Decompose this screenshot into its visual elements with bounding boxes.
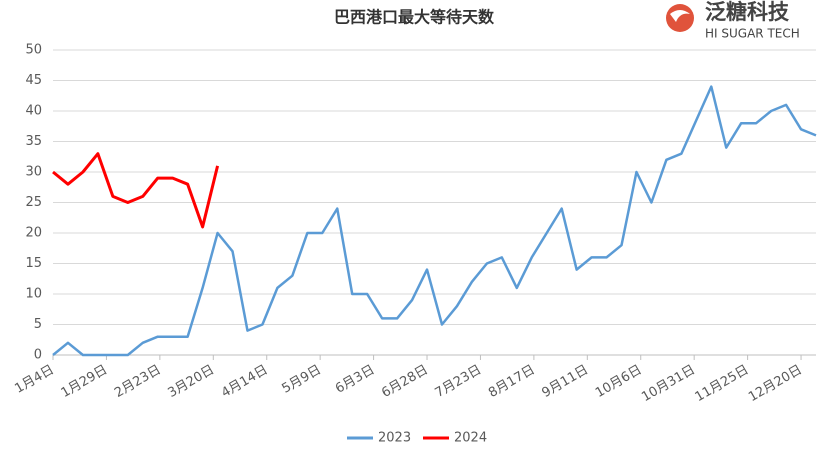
x-tick-label: 7月23日 xyxy=(433,363,485,401)
line-series xyxy=(52,85,817,357)
x-tick-label: 11月25日 xyxy=(693,363,752,406)
y-tick-label: 25 xyxy=(25,195,42,210)
logo: 泛糖科技 HI SUGAR TECH xyxy=(666,0,800,41)
x-tick-label: 8月17日 xyxy=(486,363,538,401)
y-tick-label: 35 xyxy=(25,134,42,149)
logo-icon xyxy=(666,4,694,32)
x-tick-label: 9月11日 xyxy=(540,363,592,401)
x-tick-label: 2月23日 xyxy=(112,363,164,401)
logo-name: 泛糖科技 xyxy=(705,0,790,24)
x-tick-label: 10月31日 xyxy=(639,363,698,406)
x-tick-label: 12月20日 xyxy=(746,363,805,406)
y-tick-label: 5 xyxy=(34,317,42,332)
y-tick-label: 15 xyxy=(25,256,42,271)
legend-label: 2023 xyxy=(378,431,411,446)
x-tick-label: 6月3日 xyxy=(333,363,377,397)
chart-title: 巴西港口最大等待天数 xyxy=(334,8,495,27)
x-tick-label: 1月4日 xyxy=(12,363,56,397)
x-tick-label: 1月29日 xyxy=(59,363,111,401)
line-series xyxy=(52,152,220,229)
y-tick-label: 30 xyxy=(25,165,42,180)
x-tick-label: 4月14日 xyxy=(219,363,271,401)
logo-subtitle: HI SUGAR TECH xyxy=(705,27,800,41)
x-tick-label: 10月6日 xyxy=(593,363,645,401)
y-tick-label: 50 xyxy=(25,43,42,58)
y-tick-label: 20 xyxy=(25,226,42,241)
legend-label: 2024 xyxy=(454,431,487,446)
x-tick-label: 6月28日 xyxy=(379,363,431,401)
x-tick-label: 3月20日 xyxy=(166,363,218,401)
y-tick-label: 40 xyxy=(25,104,42,119)
y-tick-label: 10 xyxy=(25,287,42,302)
x-tick-label: 5月9日 xyxy=(280,363,324,397)
logo-icon-detail xyxy=(670,10,690,22)
y-tick-label: 45 xyxy=(25,73,42,88)
y-tick-label: 0 xyxy=(34,348,42,363)
